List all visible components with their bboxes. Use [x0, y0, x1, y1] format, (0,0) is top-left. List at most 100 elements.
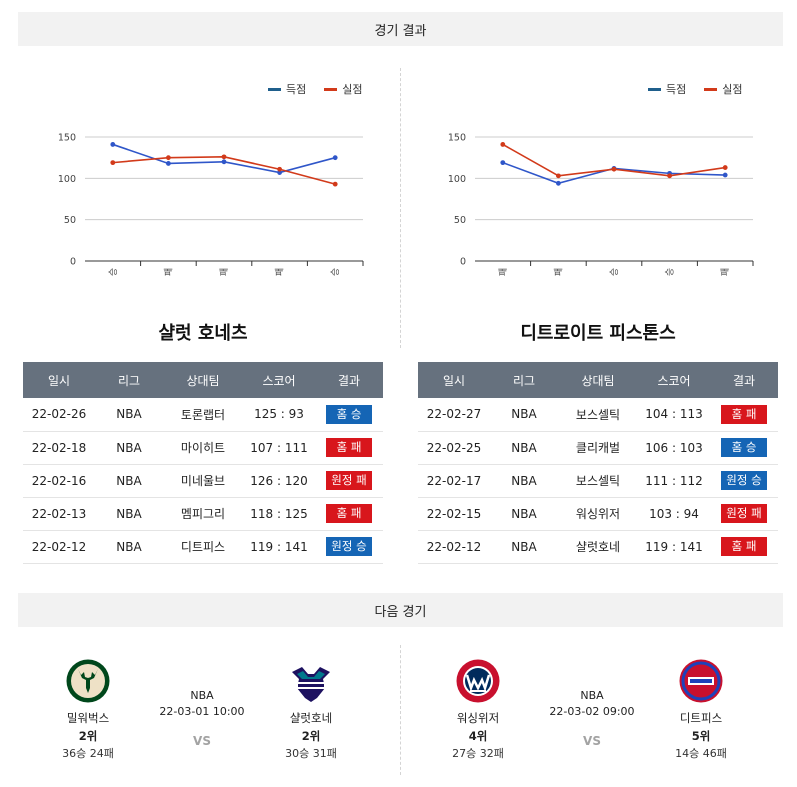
table-row: 22-02-16 NBA 미네울브 126 : 120 원정 패	[23, 464, 383, 498]
table-row: 22-02-15 NBA 워싱위저 103 : 94 원정 패	[418, 497, 778, 531]
result-badge: 원정 승	[326, 537, 372, 556]
match-datetime: 22-03-01 10:00	[159, 705, 245, 718]
row-league: NBA	[490, 398, 558, 432]
next-games-section-title: 다음 경기	[374, 604, 427, 620]
header-league: 리그	[95, 362, 163, 398]
y-tick-label: 50	[454, 215, 466, 226]
vs-label: VS	[193, 734, 211, 748]
table-row: 22-02-12 NBA 디트피스 119 : 141 원정 승	[23, 530, 383, 564]
result-badge: 홈 승	[326, 404, 372, 424]
legend-conceded-label: 실점	[342, 83, 363, 96]
row-result: 원정 승	[710, 464, 778, 498]
match-league: NBA	[190, 689, 214, 702]
row-score: 103 : 94	[638, 497, 710, 531]
legend-scored: 득점	[268, 81, 306, 97]
x-tick-label: 패	[219, 268, 230, 276]
header-opponent: 상대팀	[163, 362, 243, 398]
table-row: 22-02-13 NBA 멤피그리 118 : 125 홈 패	[23, 497, 383, 531]
x-tick-label: 패	[275, 268, 286, 276]
row-score: 104 : 113	[638, 398, 710, 432]
row-score: 118 : 125	[243, 497, 315, 531]
next-match-card[interactable]: 밀워벅스 2위 36승 24패 NBA 22-03-01 10:00 VS 샬럿…	[20, 658, 390, 778]
legend-conceded-label: 실점	[722, 83, 743, 96]
x-tick-label: 패	[498, 268, 509, 276]
team-title-detroit: 디트로이트 피스톤스	[520, 323, 676, 344]
chart-charlotte: 150 100 50 0 승 패 패 패 승 득점 실점	[20, 68, 390, 298]
team-rank: 4위	[468, 729, 488, 743]
conceded-point	[166, 155, 171, 161]
scored-point	[332, 155, 338, 161]
table-header-row: 일시 리그 상대팀 스코어 결과	[418, 362, 778, 398]
row-date: 22-02-15	[418, 497, 490, 531]
conceded-point	[332, 181, 338, 187]
conceded-point	[221, 154, 227, 160]
y-tick-label: 0	[460, 257, 466, 268]
x-tick-label: 승	[108, 268, 119, 276]
team-name: 샬럿호네	[289, 711, 333, 725]
home-team[interactable]: 밀워벅스 2위 36승 24패	[33, 658, 143, 761]
table-row: 22-02-12 NBA 샬럿호네 119 : 141 홈 패	[418, 530, 778, 564]
legend-scored-swatch	[648, 87, 661, 91]
row-league: NBA	[95, 431, 163, 465]
row-date: 22-02-27	[418, 398, 490, 432]
header-date: 일시	[23, 362, 95, 398]
home-team[interactable]: 워싱위저 4위 27승 32패	[423, 658, 533, 761]
row-league: NBA	[95, 530, 163, 564]
row-league: NBA	[490, 497, 558, 531]
results-table-charlotte: 일시 리그 상대팀 스코어 결과 22-02-26 NBA 토론랩터 125 :…	[23, 362, 383, 564]
column-divider	[400, 68, 401, 348]
header-result: 결과	[710, 362, 778, 398]
y-tick-label: 150	[448, 133, 466, 144]
header-date: 일시	[418, 362, 490, 398]
chart-svg: 150 100 50 0 승 패 패 패 승	[58, 133, 364, 276]
header-result: 결과	[315, 362, 383, 398]
row-league: NBA	[490, 464, 558, 498]
y-tick-label: 0	[70, 257, 76, 268]
row-result: 홈 패	[710, 530, 778, 564]
row-score: 106 : 103	[638, 431, 710, 465]
table-row: 22-02-25 NBA 클리캐벌 106 : 103 홈 승	[418, 431, 778, 465]
away-team[interactable]: 샬럿호네 2위 30승 31패	[256, 658, 366, 761]
results-section-title: 경기 결과	[374, 23, 427, 39]
row-opponent: 샬럿호네	[558, 530, 638, 564]
chart-detroit: 150 100 50 0 패 패 승 승 패 득점 실점	[410, 68, 780, 298]
team-record: 27승 32패	[452, 747, 504, 760]
team-name: 밀워벅스	[66, 711, 110, 725]
row-score: 107 : 111	[243, 431, 315, 465]
result-badge: 원정 승	[721, 471, 767, 490]
scored-point	[500, 160, 506, 166]
team-name: 디트피스	[679, 711, 723, 725]
result-badge: 홈 승	[721, 438, 767, 457]
row-opponent: 워싱위저	[558, 497, 638, 531]
legend-conceded: 실점	[324, 81, 363, 97]
legend-conceded: 실점	[704, 81, 743, 97]
row-score: 111 : 112	[638, 464, 710, 498]
row-league: NBA	[95, 398, 163, 432]
row-date: 22-02-16	[23, 464, 95, 498]
header-opponent: 상대팀	[558, 362, 638, 398]
table-row: 22-02-27 NBA 보스셀틱 104 : 113 홈 패	[418, 398, 778, 432]
row-date: 22-02-26	[23, 398, 95, 432]
scored-point	[221, 159, 227, 165]
legend-scored-label: 득점	[286, 83, 307, 96]
x-tick-label: 승	[330, 268, 341, 276]
row-opponent: 멤피그리	[163, 497, 243, 531]
legend-conceded-swatch	[704, 87, 718, 91]
conceded-point	[277, 166, 282, 172]
away-team[interactable]: 디트피스 5위 14승 46패	[646, 658, 756, 761]
row-result: 원정 패	[710, 497, 778, 531]
header-score: 스코어	[638, 362, 710, 398]
next-match-card[interactable]: 워싱위저 4위 27승 32패 NBA 22-03-02 09:00 VS 디트…	[410, 658, 780, 778]
x-tick-label: 패	[720, 268, 731, 276]
legend-scored-label: 득점	[666, 83, 687, 96]
conceded-point	[667, 173, 672, 179]
result-badge: 홈 패	[721, 404, 767, 424]
x-tick-label: 패	[163, 268, 174, 276]
row-score: 125 : 93	[243, 398, 315, 432]
table-header-row: 일시 리그 상대팀 스코어 결과	[23, 362, 383, 398]
header-league: 리그	[490, 362, 558, 398]
team-title-charlotte: 샬럿 호네츠	[158, 323, 248, 344]
result-badge: 원정 패	[326, 471, 372, 490]
chart-legend: 득점 실점	[648, 81, 743, 97]
scored-point	[166, 161, 171, 166]
